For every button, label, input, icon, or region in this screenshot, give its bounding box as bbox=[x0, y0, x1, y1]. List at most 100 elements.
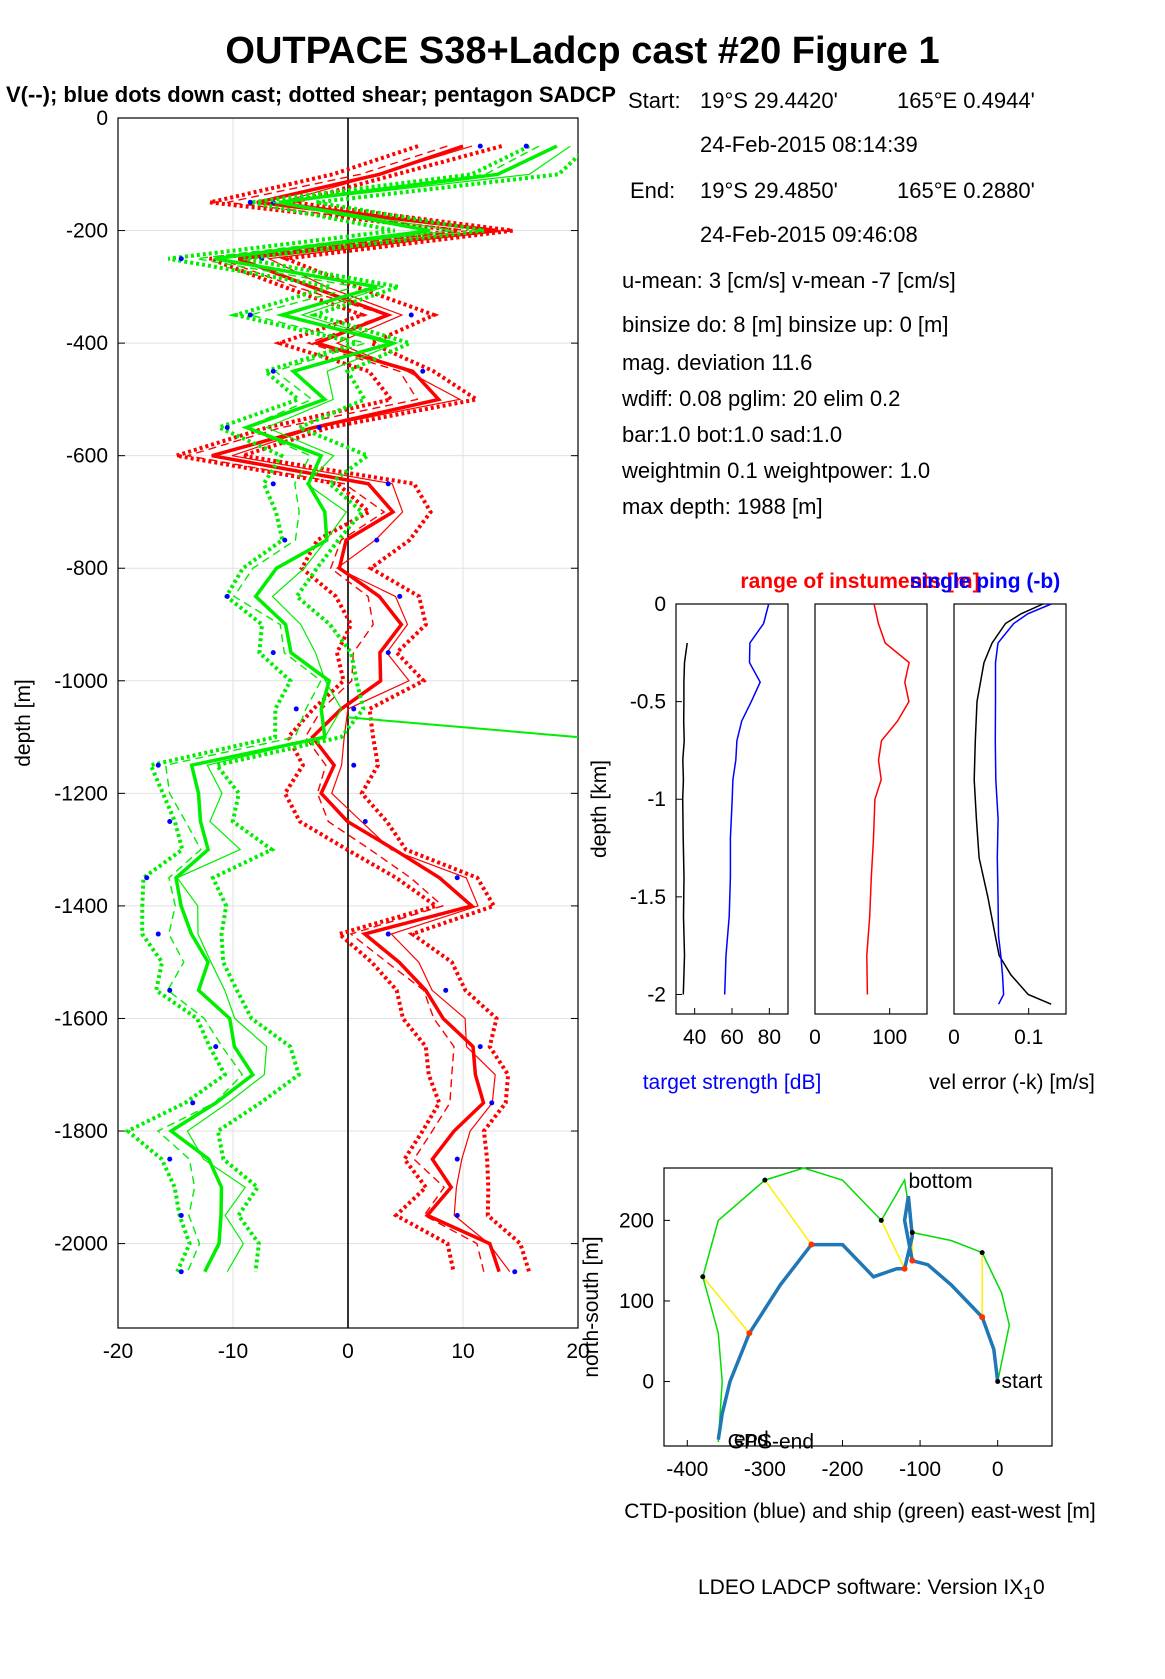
weightmin-info: weightmin 0.1 weightpower: 1.0 bbox=[622, 458, 931, 483]
ctd-marker bbox=[909, 1257, 916, 1264]
downcast-dot bbox=[155, 931, 161, 937]
panel-title: single ping (-b) bbox=[910, 570, 1060, 593]
x-tick-label: 0 bbox=[342, 1340, 354, 1363]
credit-subscript: 1 bbox=[1023, 1583, 1033, 1604]
downcast-dot bbox=[167, 1156, 173, 1162]
x-tick-label: -100 bbox=[899, 1458, 941, 1481]
y-tick-label: 200 bbox=[619, 1209, 654, 1232]
x-tick-label: 60 bbox=[720, 1026, 743, 1049]
downcast-dot bbox=[397, 593, 403, 599]
figure-title: OUTPACE S38+Ladcp cast #20 Figure 1 bbox=[225, 30, 940, 72]
velocity-error-panel: 0 0.1 vel error (-k) [m/s] bbox=[929, 603, 1095, 1094]
ship-marker bbox=[878, 1217, 884, 1223]
wdiff-info: wdiff: 0.08 pglim: 20 elim 0.2 bbox=[622, 386, 901, 411]
downcast-dot bbox=[385, 650, 391, 656]
y-axis-label: depth [m] bbox=[12, 679, 35, 767]
start-longitude: 165°E 0.4944' bbox=[897, 88, 1035, 113]
velocity-error-panel-series-0 bbox=[973, 603, 1052, 1005]
downcast-dot bbox=[385, 481, 391, 487]
position-panel: -400 -300 -200 -100 0 0 100 200 CTD-position (bl… bbox=[580, 1167, 1096, 1523]
downcast-dot bbox=[316, 425, 322, 431]
range-panel-series-0 bbox=[866, 603, 910, 995]
y-tick-label: -800 bbox=[66, 557, 108, 580]
y-tick-label: -2000 bbox=[54, 1233, 108, 1256]
start-label: start bbox=[1002, 1370, 1043, 1393]
target-strength-panel: 40 60 80 0 -0.5 -1 -1.5 -2 depth [km] target stre… bbox=[588, 570, 1060, 1094]
y-tick-label: -1 bbox=[647, 788, 666, 811]
downcast-dot bbox=[454, 1156, 460, 1162]
ship-marker bbox=[995, 1379, 1001, 1385]
ctd-marker bbox=[746, 1330, 753, 1337]
start-label: Start: bbox=[628, 88, 681, 113]
end-time: 24-Feb-2015 09:46:08 bbox=[700, 222, 918, 247]
x-tick-label: 0 bbox=[992, 1458, 1004, 1481]
x-tick-label: 20 bbox=[566, 1340, 589, 1363]
position-link bbox=[702, 1276, 750, 1334]
y-tick-label: 0 bbox=[654, 593, 666, 616]
ctd-track bbox=[716, 1195, 1000, 1440]
y-tick-label: -1000 bbox=[54, 670, 108, 693]
downcast-dot bbox=[454, 1212, 460, 1218]
downcast-dot bbox=[408, 312, 414, 318]
x-tick-label: 0 bbox=[809, 1026, 821, 1049]
downcast-dot bbox=[512, 1269, 518, 1275]
downcast-dot bbox=[167, 818, 173, 824]
x-tick-label: 10 bbox=[451, 1340, 474, 1363]
downcast-dot bbox=[385, 931, 391, 937]
binsize-info: binsize do: 8 [m] binsize up: 0 [m] bbox=[622, 312, 949, 337]
target-strength-panel-series-1 bbox=[681, 642, 688, 995]
downcast-dot bbox=[190, 1100, 196, 1106]
software-credit: LDEO LADCP software: Version IX10 bbox=[698, 1576, 1045, 1604]
u-velocity-line bbox=[242, 144, 532, 1273]
x-tick-label: -300 bbox=[744, 1458, 786, 1481]
ship-marker bbox=[700, 1274, 706, 1280]
y-tick-label: 0 bbox=[96, 107, 108, 130]
downcast-dot bbox=[477, 143, 483, 149]
position-link bbox=[764, 1179, 813, 1245]
y-tick-label: -400 bbox=[66, 332, 108, 355]
position-axes-box bbox=[663, 1167, 1053, 1447]
ctd-marker bbox=[901, 1265, 908, 1272]
y-tick-label: -1800 bbox=[54, 1120, 108, 1143]
ship-marker bbox=[762, 1177, 768, 1183]
ship-marker bbox=[909, 1229, 915, 1235]
ship-track bbox=[702, 1167, 1011, 1443]
v-velocity-line bbox=[156, 145, 540, 1272]
velocity-error-panel-axes-box bbox=[953, 603, 1067, 1015]
figure-subtitle: V(--); blue dots down cast; dotted shear… bbox=[6, 82, 616, 107]
downcast-dot bbox=[293, 706, 299, 712]
x-tick-label: 0.1 bbox=[1014, 1026, 1043, 1049]
end-label: End: bbox=[630, 178, 676, 203]
downcast-dot bbox=[523, 143, 529, 149]
downcast-dot bbox=[420, 368, 426, 374]
downcast-dot bbox=[213, 1044, 219, 1050]
downcast-dot bbox=[178, 256, 184, 262]
x-axis-label: CTD-position (blue) and ship (green) eas… bbox=[624, 1500, 1096, 1523]
velocity-error-panel-series-1 bbox=[994, 603, 1052, 1005]
x-tick-label: -20 bbox=[103, 1340, 133, 1363]
credit-tail: 0 bbox=[1033, 1576, 1045, 1599]
y-tick-label: -1400 bbox=[54, 895, 108, 918]
downcast-dot bbox=[270, 481, 276, 487]
downcast-dot bbox=[270, 650, 276, 656]
downcast-dot bbox=[282, 537, 288, 543]
v-velocity-line bbox=[176, 145, 571, 1272]
downcast-dot bbox=[351, 706, 357, 712]
weights-info: bar:1.0 bot:1.0 sad:1.0 bbox=[622, 422, 843, 447]
x-tick-label: -10 bbox=[218, 1340, 248, 1363]
downcast-dot bbox=[224, 425, 230, 431]
y-axis-label: north-south [m] bbox=[580, 1236, 603, 1377]
position-link bbox=[880, 1220, 906, 1270]
x-tick-label: 40 bbox=[683, 1026, 706, 1049]
range-panel: 0 100 bbox=[809, 603, 928, 1049]
end-latitude: 19°S 29.4850' bbox=[700, 178, 838, 203]
sadcp-line bbox=[347, 716, 579, 739]
x-axis-label: target strength [dB] bbox=[643, 1071, 822, 1094]
downcast-dot bbox=[454, 875, 460, 881]
u-velocity-line bbox=[175, 144, 459, 1273]
magnetic-deviation: mag. deviation 11.6 bbox=[622, 350, 813, 375]
downcast-dot bbox=[247, 312, 253, 318]
range-panel-axes-box bbox=[814, 603, 928, 1015]
panel-title: range of instuments [m] bbox=[740, 570, 979, 593]
